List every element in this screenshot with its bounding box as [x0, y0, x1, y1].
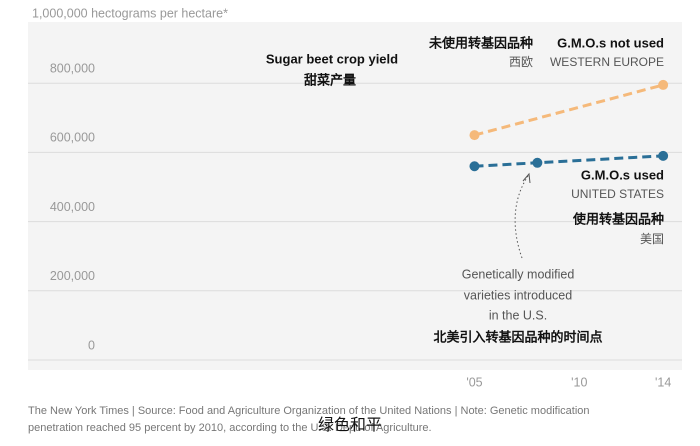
point [469, 161, 480, 172]
legend-label: UNITED STATES [571, 187, 664, 201]
x-tick-label: '05 [466, 375, 482, 389]
legend-label: G.M.O.s used [581, 167, 664, 182]
annotation-arrow [514, 175, 529, 259]
y-tick-label: 200,000 [50, 269, 95, 283]
legend-label: 西欧 [509, 55, 533, 69]
x-tick-label: '14 [655, 375, 671, 389]
legend-label: 未使用转基因品种 [428, 35, 533, 50]
legend-label: WESTERN EUROPE [550, 55, 664, 69]
annotation: in the U.S. [489, 308, 547, 322]
annotation: Genetically modified [462, 267, 575, 281]
x-tick-label: '10 [571, 375, 587, 389]
legend-label: 使用转基因品种 [572, 211, 664, 226]
chart-title: Sugar beet crop yield [266, 51, 398, 66]
annotation: varieties introduced [464, 288, 572, 302]
point [658, 79, 669, 90]
y-tick-label: 1,000,000 hectograms per hectare* [32, 6, 228, 20]
watermark: 绿色和平 [318, 416, 382, 434]
legend-label: 美国 [640, 232, 664, 246]
source: penetration reached 95 percent by 2010, … [28, 422, 432, 434]
arrow-head [522, 172, 531, 184]
y-tick-label: 600,000 [50, 131, 95, 145]
y-tick-label: 400,000 [50, 200, 95, 214]
source: The New York Times | Source: Food and Ag… [28, 405, 590, 417]
legend-label: G.M.O.s not used [557, 35, 664, 50]
point [469, 130, 480, 141]
chart-title-zh: 甜菜产量 [304, 72, 356, 87]
y-tick-label: 800,000 [50, 61, 95, 75]
series-line [474, 83, 664, 137]
point [532, 157, 543, 168]
plot-background [28, 22, 682, 370]
y-tick-label: 0 [88, 338, 95, 352]
point [658, 150, 669, 161]
annotation-zh: 北美引入转基因品种的时间点 [433, 329, 602, 344]
